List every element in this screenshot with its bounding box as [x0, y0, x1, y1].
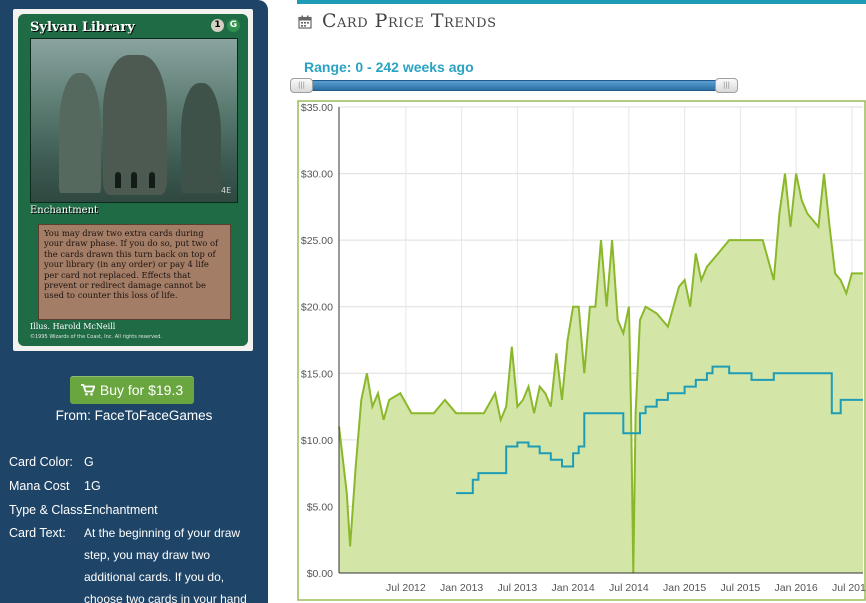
price-trend-chart: $0.00 $5.00 $10.00 $15.00 $20.00 $25.00 $30.00… — [297, 100, 866, 601]
card-image-frame: Sylvan Library 1 G 4E Enchantment You ma… — [13, 9, 253, 351]
range-slider-track[interactable] — [297, 80, 738, 91]
vendor-label: From: FaceToFaceGames — [55, 408, 213, 423]
x-tick-label: Jan 2016 — [774, 582, 817, 594]
price-area-fill — [339, 173, 863, 573]
x-axis-ticks: Jul 2012 Jan 2013 Jul 2013 Jan 2014 Jul 2014… — [386, 582, 866, 594]
x-tick-label: Jul 2014 — [609, 582, 649, 594]
x-tick-label: Jul 2015 — [721, 582, 761, 594]
calendar-icon — [298, 14, 312, 33]
section-title: Card Price Trends — [322, 10, 497, 32]
card-illustrator: Illus. Harold McNeill — [30, 322, 116, 331]
section-divider — [297, 0, 866, 4]
y-tick-label: $20.00 — [301, 302, 333, 314]
y-tick-label: $0.00 — [307, 568, 333, 580]
price-line-green — [338, 173, 863, 574]
y-tick-label: $30.00 — [301, 169, 333, 181]
card-image: Sylvan Library 1 G 4E Enchantment You ma… — [18, 14, 248, 346]
info-value: 1G — [84, 479, 101, 493]
buy-button[interactable]: Buy for $19.3 — [70, 376, 194, 404]
y-tick-label: $5.00 — [307, 501, 333, 513]
mana-green-symbol: G — [227, 19, 240, 32]
card-text-label: Card Text: — [9, 526, 66, 540]
x-tick-label: Jul 2012 — [386, 582, 426, 594]
x-tick-label: Jul 2013 — [498, 582, 538, 594]
range-slider-handle-end[interactable]: ||| — [715, 78, 738, 93]
x-tick-label: Jan 2013 — [440, 582, 483, 594]
info-value: Enchantment — [84, 503, 158, 517]
set-symbol: 4E — [221, 186, 232, 195]
y-tick-label: $15.00 — [301, 368, 333, 380]
y-tick-label: $35.00 — [301, 102, 333, 114]
chart-series — [338, 173, 863, 574]
y-tick-label: $25.00 — [301, 235, 333, 247]
y-axis-ticks: $0.00 $5.00 $10.00 $15.00 $20.00 $25.00 $30.00… — [301, 102, 333, 580]
card-sidebar: Sylvan Library 1 G 4E Enchantment You ma… — [0, 0, 268, 603]
x-tick-label: Jan 2015 — [663, 582, 706, 594]
price-line-blue — [456, 365, 863, 495]
range-slider-handle-start[interactable]: ||| — [290, 78, 313, 93]
buy-button-label: Buy for $19.3 — [99, 382, 184, 398]
card-rules-text: You may draw two extra cards during your… — [38, 224, 231, 320]
x-tick-label: Jul 2016 — [832, 582, 866, 594]
mana-generic-symbol: 1 — [211, 19, 224, 32]
info-label: Type & Class: — [9, 503, 87, 517]
card-text-value: At the beginning of your draw step, you … — [84, 526, 247, 603]
card-name: Sylvan Library — [30, 20, 135, 35]
card-type-line: Enchantment — [30, 205, 99, 216]
x-tick-label: Jan 2014 — [552, 582, 595, 594]
card-copyright: ©1995 Wizards of the Coast, Inc. All rig… — [30, 334, 162, 340]
info-label: Card Color: — [9, 455, 73, 469]
y-tick-label: $10.00 — [301, 435, 333, 447]
range-label: Range: 0 - 242 weeks ago — [304, 59, 474, 75]
info-label: Mana Cost — [9, 479, 70, 493]
card-art — [30, 38, 238, 203]
cart-icon — [80, 377, 96, 405]
info-value: G — [84, 455, 94, 469]
